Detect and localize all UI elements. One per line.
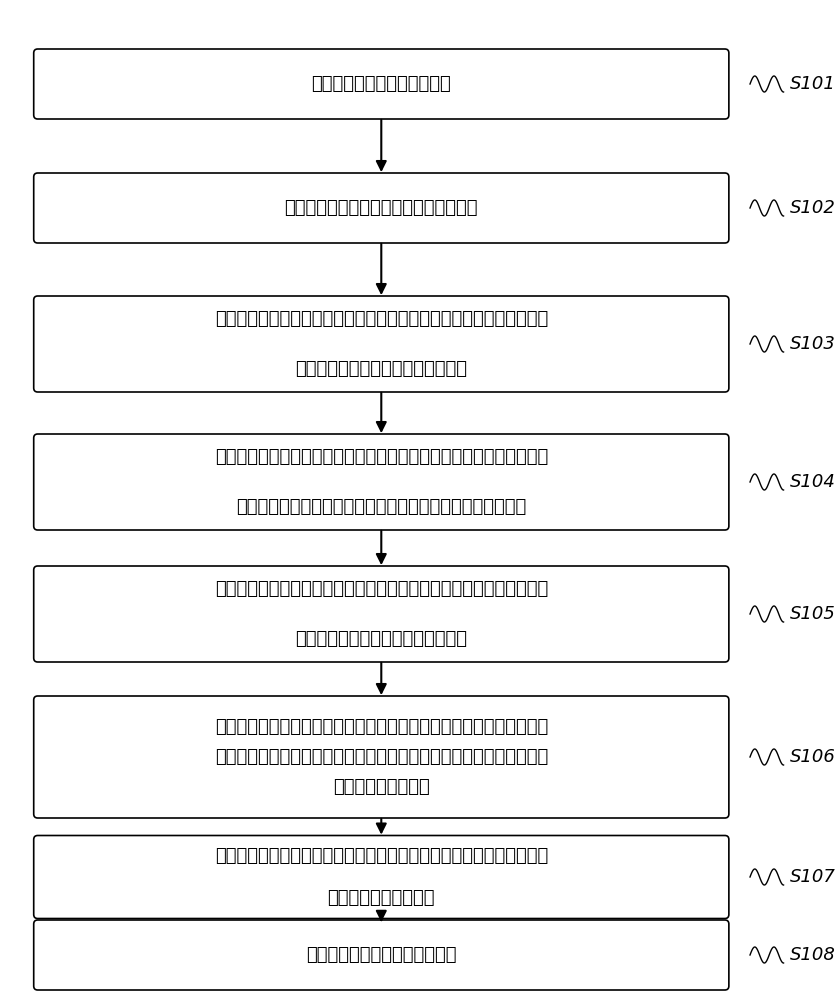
FancyBboxPatch shape: [34, 920, 729, 990]
FancyBboxPatch shape: [34, 696, 729, 818]
Text: S102: S102: [790, 199, 836, 217]
Text: S106: S106: [790, 748, 836, 766]
Text: 在所述漂移层内于所述凸台的顶部和侧壁以及所述侧部沟槽的底部靠近: 在所述漂移层内于所述凸台的顶部和侧壁以及所述侧部沟槽的底部靠近: [215, 718, 548, 736]
Text: S105: S105: [790, 605, 836, 623]
FancyBboxPatch shape: [34, 173, 729, 243]
Text: S108: S108: [790, 946, 836, 964]
Text: 述凸台的一侧未被所述源区完全覆盖: 述凸台的一侧未被所述源区完全覆盖: [295, 630, 468, 648]
Text: 不与所述阱区接触；: 不与所述阱区接触；: [333, 778, 430, 796]
Text: 提供第一导电类型碳化硅衬底: 提供第一导电类型碳化硅衬底: [312, 75, 451, 93]
Text: 述侧部沟槽的底部靠近所述凸台的一侧未被所述阱区完全覆盖: 述侧部沟槽的底部靠近所述凸台的一侧未被所述阱区完全覆盖: [236, 498, 526, 516]
Text: 在所述漂移层内于所述侧部沟槽下方形成第二导电类型阱区；其中，所: 在所述漂移层内于所述侧部沟槽下方形成第二导电类型阱区；其中，所: [215, 448, 548, 466]
Text: 在所述漂移层表面于元胞结构的两侧形成侧部沟槽，以在所述漂移层表: 在所述漂移层表面于元胞结构的两侧形成侧部沟槽，以在所述漂移层表: [215, 310, 548, 328]
Text: 在所述衬底上方形成第一导电类型漂移层: 在所述衬底上方形成第一导电类型漂移层: [285, 199, 478, 217]
Text: 在所述阱区表面内形成第一导电类型源区；其中，所述阱区表面靠近所: 在所述阱区表面内形成第一导电类型源区；其中，所述阱区表面靠近所: [215, 580, 548, 598]
FancyBboxPatch shape: [34, 296, 729, 392]
Text: S101: S101: [790, 75, 836, 93]
Text: 源区接触的栅极氧化层: 源区接触的栅极氧化层: [328, 889, 435, 907]
Text: S104: S104: [790, 473, 836, 491]
FancyBboxPatch shape: [34, 566, 729, 662]
FancyBboxPatch shape: [34, 434, 729, 530]
Text: S103: S103: [790, 335, 836, 353]
Text: 在所述漂移层上方形成覆盖所述凸台的顶部和侧壁并与所述阱区和所述: 在所述漂移层上方形成覆盖所述凸台的顶部和侧壁并与所述阱区和所述: [215, 847, 548, 865]
FancyBboxPatch shape: [34, 836, 729, 918]
Text: 在所述栅极氧化层上方形成栅极: 在所述栅极氧化层上方形成栅极: [306, 946, 457, 964]
Text: 面于所述元胞结构中心位置形成凸台: 面于所述元胞结构中心位置形成凸台: [295, 360, 468, 378]
Text: S107: S107: [790, 868, 836, 886]
FancyBboxPatch shape: [34, 49, 729, 119]
Text: 所述凸台的一侧的下方，形成第二导电类型屏蔽区；其中，所述屏蔽区: 所述凸台的一侧的下方，形成第二导电类型屏蔽区；其中，所述屏蔽区: [215, 748, 548, 766]
